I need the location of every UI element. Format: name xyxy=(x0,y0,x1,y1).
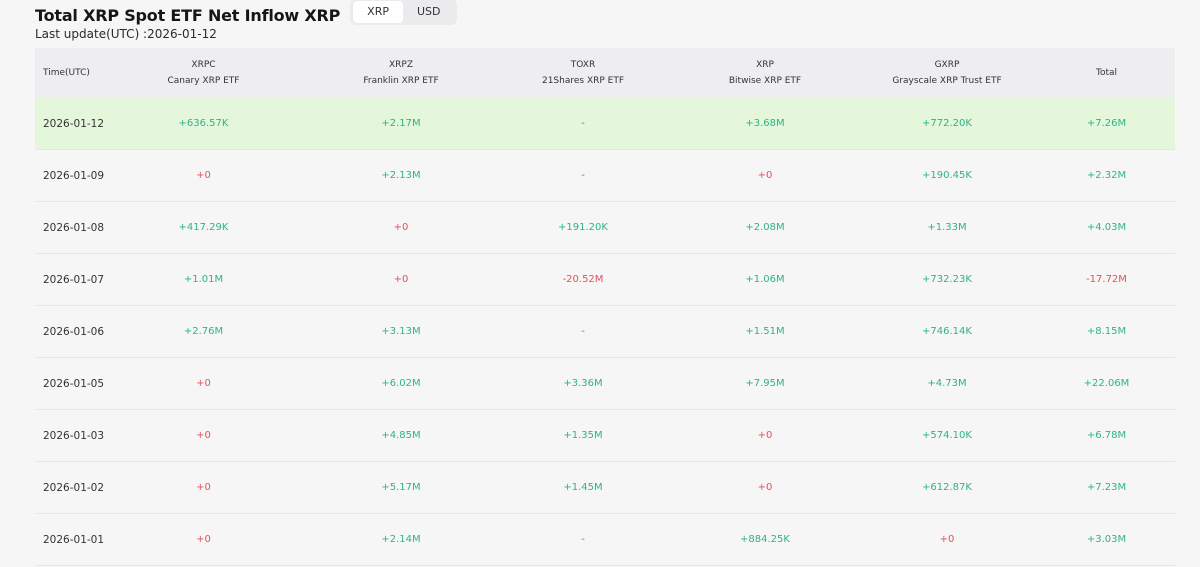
row-date: 2026-01-07 xyxy=(43,273,105,286)
column-fund-name: Grayscale XRP Trust ETF xyxy=(892,76,1002,86)
flow-value: +2.14M xyxy=(381,534,421,545)
flow-value: +7.26M xyxy=(1086,118,1127,129)
flow-value: +3.03M xyxy=(1086,534,1127,545)
flow-value: +0 xyxy=(196,534,211,545)
page-title: Total XRP Spot ETF Net Inflow XRP xyxy=(35,5,341,25)
flow-value: +7.95M xyxy=(745,378,785,389)
column-fund-name: 21Shares XRP ETF xyxy=(541,76,625,86)
flow-value: - xyxy=(581,170,585,181)
row-date: 2026-01-02 xyxy=(43,481,105,494)
flow-value: +3.13M xyxy=(381,326,421,337)
column-header: Total xyxy=(1038,65,1175,81)
table-row: 2026-01-06 +2.76M +3.13M - +1.51M +746.14K +8.… xyxy=(35,306,1175,358)
column-header: XRPC Canary XRP ETF xyxy=(97,57,310,89)
column-ticker: TOXR xyxy=(570,60,596,70)
table-row: 2026-01-07 +1.01M +0 -20.52M +1.06M +732.23K -… xyxy=(35,254,1175,306)
flow-value: +1.45M xyxy=(563,482,603,493)
flow-value: - xyxy=(581,534,585,545)
header: Total XRP Spot ETF Net Inflow XRP XRP US… xyxy=(35,0,458,30)
column-header: XRPZ Franklin XRP ETF xyxy=(310,57,492,89)
flow-value: +0 xyxy=(757,430,773,441)
table-row: 2026-01-09 +0 +2.13M - +0 +190.45K +2.32M xyxy=(35,150,1175,202)
flow-value: -17.72M xyxy=(1086,274,1127,285)
table-row: 2026-01-05 +0 +6.02M +3.36M +7.95M +4.73M +22.… xyxy=(35,358,1175,410)
flow-value: +0 xyxy=(196,170,211,181)
flow-value: +0 xyxy=(757,170,773,181)
column-header: TOXR 21Shares XRP ETF xyxy=(492,57,674,89)
unit-toggle: XRP USD xyxy=(350,0,458,25)
row-date: 2026-01-05 xyxy=(43,377,105,390)
flow-value: +612.87K xyxy=(922,482,972,493)
flow-value: +4.73M xyxy=(927,378,967,389)
flow-value: +0 xyxy=(393,274,409,285)
flow-value: +4.03M xyxy=(1086,222,1127,233)
column-ticker: XRP xyxy=(756,60,774,70)
flow-value: - xyxy=(581,118,585,129)
flow-value: +746.14K xyxy=(922,326,972,337)
flow-value: +7.23M xyxy=(1086,482,1127,493)
row-date: 2026-01-03 xyxy=(43,429,105,442)
toggle-usd[interactable]: USD xyxy=(416,5,441,18)
flow-value: +3.36M xyxy=(563,378,603,389)
column-header: XRP Bitwise XRP ETF xyxy=(674,57,856,89)
row-date: 2026-01-06 xyxy=(43,325,105,338)
flow-value: +0 xyxy=(939,534,955,545)
flow-value: +190.45K xyxy=(922,170,972,181)
flow-value: +2.76M xyxy=(183,326,224,337)
date-column-header: Time(UTC) xyxy=(43,68,90,78)
flow-value: +4.85M xyxy=(381,430,421,441)
row-date: 2026-01-01 xyxy=(43,533,105,546)
flow-value: +2.13M xyxy=(381,170,421,181)
flow-value: +636.57K xyxy=(178,118,229,129)
flow-value: +191.20K xyxy=(558,222,608,233)
flow-value: +2.32M xyxy=(1086,170,1127,181)
flow-value: +6.02M xyxy=(381,378,421,389)
flow-value: +1.06M xyxy=(745,274,785,285)
table-row: 2026-01-02 +0 +5.17M +1.45M +0 +612.87K +7.23M xyxy=(35,462,1175,514)
flow-value: +884.25K xyxy=(740,534,790,545)
column-fund-name: Franklin XRP ETF xyxy=(363,76,439,86)
flow-value: +2.17M xyxy=(381,118,421,129)
table-row: 2026-01-01 +0 +2.14M - +884.25K +0 +3.03M xyxy=(35,514,1175,566)
row-date: 2026-01-09 xyxy=(43,169,105,182)
last-update: Last update(UTC) :2026-01-12 xyxy=(35,27,217,41)
table-header-row: Time(UTC) XRPC Canary XRP ETF XRPZ Franklin… xyxy=(35,48,1175,98)
flow-value: +1.33M xyxy=(927,222,967,233)
flow-value: +772.20K xyxy=(922,118,972,129)
column-ticker: GXRP xyxy=(934,60,960,70)
flow-value: +0 xyxy=(196,482,211,493)
inflow-table: Time(UTC) XRPC Canary XRP ETF XRPZ Franklin… xyxy=(35,48,1175,566)
row-date: 2026-01-08 xyxy=(43,221,105,234)
column-ticker: XRPC xyxy=(191,60,216,70)
flow-value: - xyxy=(581,326,585,337)
flow-value: +574.10K xyxy=(922,430,972,441)
toggle-xrp[interactable]: XRP xyxy=(353,1,403,23)
flow-value: +1.35M xyxy=(563,430,603,441)
flow-value: +0 xyxy=(196,378,211,389)
flow-value: +0 xyxy=(196,430,211,441)
flow-value: +6.78M xyxy=(1086,430,1127,441)
column-ticker: XRPZ xyxy=(388,60,413,70)
flow-value: +1.01M xyxy=(183,274,224,285)
flow-value: +2.08M xyxy=(745,222,785,233)
column-header: GXRP Grayscale XRP Trust ETF xyxy=(856,57,1038,89)
flow-value: +22.06M xyxy=(1083,378,1130,389)
flow-value: +3.68M xyxy=(745,118,785,129)
column-ticker: Total xyxy=(1095,68,1118,78)
table-row: 2026-01-12 +636.57K +2.17M - +3.68M +772.20K +… xyxy=(35,98,1175,150)
flow-value: +732.23K xyxy=(922,274,972,285)
row-date: 2026-01-12 xyxy=(43,117,105,130)
column-fund-name: Canary XRP ETF xyxy=(167,76,240,86)
table-row: 2026-01-08 +417.29K +0 +191.20K +2.08M +1.33M… xyxy=(35,202,1175,254)
flow-value: +0 xyxy=(757,482,773,493)
flow-value: +5.17M xyxy=(381,482,421,493)
flow-value: +1.51M xyxy=(745,326,785,337)
flow-value: +8.15M xyxy=(1086,326,1127,337)
flow-value: -20.52M xyxy=(562,274,604,285)
column-fund-name: Bitwise XRP ETF xyxy=(728,76,802,86)
table-row: 2026-01-03 +0 +4.85M +1.35M +0 +574.10K +6.78M xyxy=(35,410,1175,462)
flow-value: +0 xyxy=(393,222,409,233)
flow-value: +417.29K xyxy=(178,222,229,233)
